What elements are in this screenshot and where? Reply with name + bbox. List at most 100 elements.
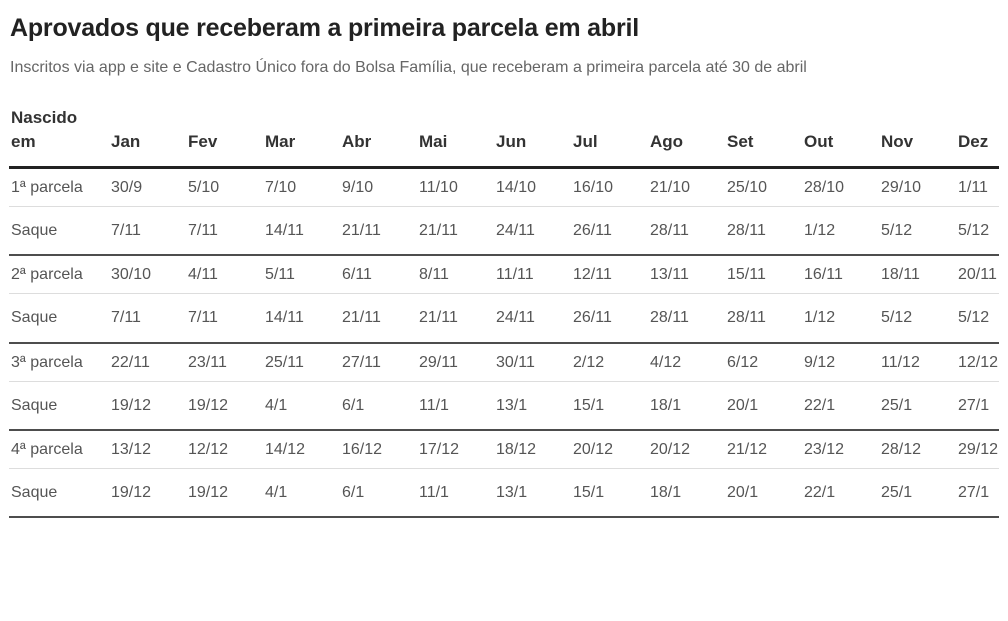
row-label: 3ª parcela xyxy=(9,342,109,382)
table-cell: 16/10 xyxy=(571,167,648,208)
row-label: Saque xyxy=(9,293,109,344)
table-cell: 18/1 xyxy=(648,381,725,432)
table-cell: 15/11 xyxy=(725,255,802,295)
page-title: Aprovados que receberam a primeira parce… xyxy=(10,14,639,42)
table-cell: 17/12 xyxy=(417,430,494,470)
column-header-abr: Abr xyxy=(340,105,417,169)
table-cell: 14/12 xyxy=(263,430,340,470)
table-cell: 28/11 xyxy=(648,293,725,344)
table-cell: 18/12 xyxy=(494,430,571,470)
table-cell: 7/11 xyxy=(109,293,186,344)
table-cell: 27/1 xyxy=(956,381,999,432)
table-cell: 13/1 xyxy=(494,381,571,432)
table-row: Saque 19/12 19/12 4/1 6/1 11/1 13/1 15/1 18/1 20/… xyxy=(9,468,999,519)
row-label: Saque xyxy=(9,206,109,257)
table-cell: 28/11 xyxy=(725,206,802,257)
table-cell: 19/12 xyxy=(186,381,263,432)
table-cell: 1/11 xyxy=(956,167,999,208)
table-cell: 5/10 xyxy=(186,167,263,208)
table-cell: 20/11 xyxy=(956,255,999,295)
table-cell: 19/12 xyxy=(109,381,186,432)
table-cell: 5/12 xyxy=(956,206,999,257)
column-header-jan: Jan xyxy=(109,105,186,169)
column-header-mai: Mai xyxy=(417,105,494,169)
table-cell: 14/11 xyxy=(263,293,340,344)
column-header-ago: Ago xyxy=(648,105,725,169)
table-cell: 6/12 xyxy=(725,342,802,382)
table-cell: 28/12 xyxy=(879,430,956,470)
table-cell: 21/10 xyxy=(648,167,725,208)
row-label: Saque xyxy=(9,381,109,432)
table-cell: 25/1 xyxy=(879,468,956,519)
table-cell: 11/12 xyxy=(879,342,956,382)
table-cell: 23/11 xyxy=(186,342,263,382)
table-cell: 21/11 xyxy=(340,293,417,344)
table-cell: 25/11 xyxy=(263,342,340,382)
payment-schedule-table: Nascido em Jan Fev Mar Abr Mai Jun Jul Ago Set Ou… xyxy=(9,105,999,519)
table-cell: 11/1 xyxy=(417,381,494,432)
table-cell: 21/11 xyxy=(340,206,417,257)
table-header-row: Nascido em Jan Fev Mar Abr Mai Jun Jul Ago Set Ou… xyxy=(9,105,999,169)
table-cell: 9/10 xyxy=(340,167,417,208)
table-cell: 22/1 xyxy=(802,468,879,519)
table-cell: 15/1 xyxy=(571,468,648,519)
table-cell: 13/12 xyxy=(109,430,186,470)
table-cell: 14/11 xyxy=(263,206,340,257)
table-cell: 4/1 xyxy=(263,468,340,519)
table-cell: 25/1 xyxy=(879,381,956,432)
table-cell: 12/12 xyxy=(956,342,999,382)
corner-header: Nascido em xyxy=(9,105,109,169)
table-cell: 5/12 xyxy=(879,206,956,257)
table-cell: 18/11 xyxy=(879,255,956,295)
table-cell: 6/1 xyxy=(340,381,417,432)
column-header-jun: Jun xyxy=(494,105,571,169)
table-cell: 6/1 xyxy=(340,468,417,519)
row-label: 4ª parcela xyxy=(9,430,109,470)
table-cell: 28/10 xyxy=(802,167,879,208)
table-cell: 16/12 xyxy=(340,430,417,470)
table-cell: 14/10 xyxy=(494,167,571,208)
table-cell: 21/11 xyxy=(417,293,494,344)
column-header-nov: Nov xyxy=(879,105,956,169)
table-cell: 9/12 xyxy=(802,342,879,382)
table-cell: 11/1 xyxy=(417,468,494,519)
table-cell: 20/1 xyxy=(725,468,802,519)
table-cell: 11/11 xyxy=(494,255,571,295)
table-cell: 13/11 xyxy=(648,255,725,295)
table-row: 1ª parcela 30/9 5/10 7/10 9/10 11/10 14/10 16/1… xyxy=(9,167,999,208)
table-cell: 27/1 xyxy=(956,468,999,519)
table-cell: 22/11 xyxy=(109,342,186,382)
table-cell: 12/11 xyxy=(571,255,648,295)
infographic: Aprovados que receberam a primeira parce… xyxy=(9,14,999,519)
table-row: 3ª parcela 22/11 23/11 25/11 27/11 29/11 30/11… xyxy=(9,342,999,382)
table-cell: 4/12 xyxy=(648,342,725,382)
table-cell: 30/10 xyxy=(109,255,186,295)
column-header-fev: Fev xyxy=(186,105,263,169)
table-cell: 20/12 xyxy=(648,430,725,470)
table-cell: 7/11 xyxy=(109,206,186,257)
column-header-dez: Dez xyxy=(956,105,999,169)
table-cell: 15/1 xyxy=(571,381,648,432)
table-cell: 5/12 xyxy=(956,293,999,344)
table-cell: 21/11 xyxy=(417,206,494,257)
table-cell: 11/10 xyxy=(417,167,494,208)
table-cell: 7/11 xyxy=(186,293,263,344)
column-header-mar: Mar xyxy=(263,105,340,169)
table-cell: 4/1 xyxy=(263,381,340,432)
table-cell: 6/11 xyxy=(340,255,417,295)
row-label: 2ª parcela xyxy=(9,255,109,295)
table-cell: 26/11 xyxy=(571,206,648,257)
table-cell: 5/12 xyxy=(879,293,956,344)
table-cell: 4/11 xyxy=(186,255,263,295)
table-cell: 5/11 xyxy=(263,255,340,295)
table-cell: 28/11 xyxy=(725,293,802,344)
table-cell: 7/11 xyxy=(186,206,263,257)
table-cell: 21/12 xyxy=(725,430,802,470)
table-cell: 29/10 xyxy=(879,167,956,208)
table-cell: 18/1 xyxy=(648,468,725,519)
table-cell: 27/11 xyxy=(340,342,417,382)
table-cell: 8/11 xyxy=(417,255,494,295)
table-cell: 12/12 xyxy=(186,430,263,470)
table-cell: 19/12 xyxy=(109,468,186,519)
table-cell: 1/12 xyxy=(802,206,879,257)
